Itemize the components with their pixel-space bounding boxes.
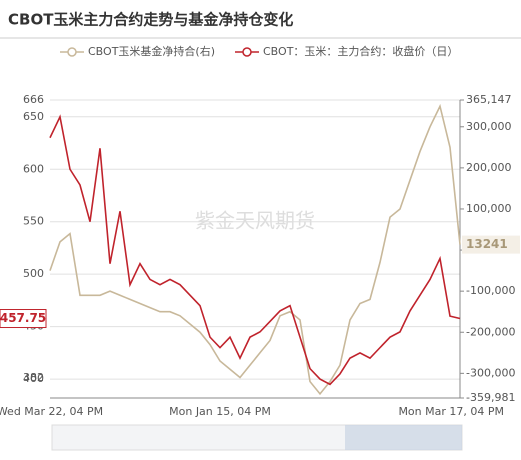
y-tick-label: 666 [23,93,44,106]
y-tick-label: 400 [23,372,44,385]
line-series [49,114,461,386]
y2-tick-label: 100,000 [466,202,512,215]
y2-tick-label: 300,000 [466,120,512,133]
end-value: 457.75 [0,311,46,325]
y2-tick-label: 200,000 [466,161,512,174]
y2-tick-label: 365,147 [466,93,512,106]
x-tick-label: Mon Jan 15, 04 PM [169,405,271,418]
y-tick-label: 600 [23,162,44,175]
line-series [49,103,461,396]
legend-label: CBOT玉米基金净持合(右) [88,44,215,58]
legend-marker [67,47,77,57]
watermark: 紫金天风期货 [195,209,315,233]
end-value: 13241 [466,237,508,251]
x-tick-label: Mon Mar 17, 04 PM [398,405,504,418]
y-tick-label: 382 [23,371,44,384]
end-badge [462,235,520,254]
x-tick-label: Wed Mar 22, 04 PM [0,405,103,418]
y2-tick-label: -300,000 [466,366,515,379]
y2-tick-label: -200,000 [466,325,515,338]
legend-marker [242,47,252,57]
legend-label: CBOT：玉米：主力合约：收盘价（日） [263,44,458,58]
end-badge [0,309,47,329]
y-tick-label: 550 [23,215,44,228]
zoom-window[interactable] [345,425,462,450]
y-tick-label: 650 [23,110,44,123]
y2-tick-label: -359,981 [466,391,515,404]
y2-tick-label: -100,000 [466,284,515,297]
y-tick-label: 500 [23,267,44,280]
chart-title: CBOT玉米主力合约走势与基金净持仓变化 [8,11,293,29]
